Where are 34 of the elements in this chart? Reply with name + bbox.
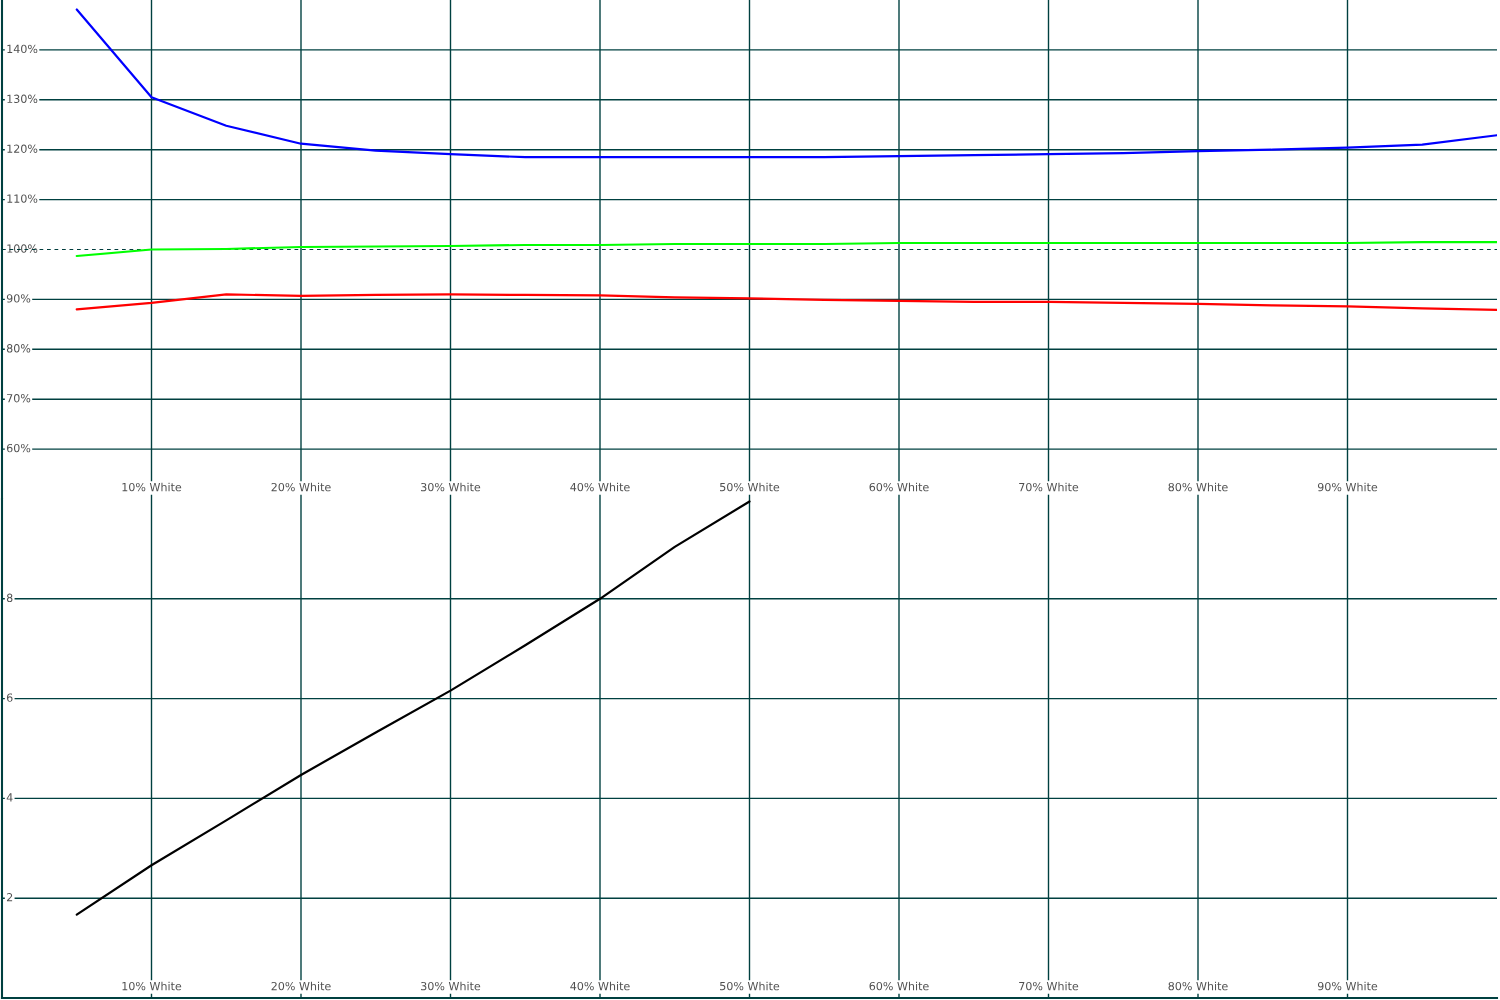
y-tick-label: 120%: [7, 144, 38, 153]
x-tick-label: 20% White: [271, 482, 331, 492]
y-tick-label: 90%: [6, 294, 31, 303]
y-tick-label: 4: [6, 793, 13, 802]
x-tick-label: 10% White: [122, 482, 182, 492]
y-tick-label: 130%: [7, 94, 38, 104]
x-tick-label: 70% White: [1019, 482, 1079, 492]
y-tick-label: 8: [6, 593, 13, 603]
x-tick-label: 30% White: [421, 482, 481, 492]
x-tick-label: 30% White: [421, 981, 481, 991]
y-tick-label: 2: [6, 893, 13, 902]
y-tick-label: 110%: [7, 194, 38, 203]
y-tick-label: 6: [6, 693, 13, 702]
x-tick-label: 10% White: [122, 981, 182, 991]
x-tick-label: 90% White: [1317, 482, 1378, 492]
x-tick-label: 80% White: [1168, 981, 1228, 991]
x-tick-label: 60% White: [869, 981, 929, 991]
x-tick-label: 90% White: [1317, 981, 1378, 991]
line-series: [75, 240, 1497, 258]
line-series: [75, 500, 751, 916]
y-tick-label: 70%: [7, 394, 31, 403]
y-tick-label: 140%: [7, 44, 38, 54]
x-tick-label: 40% White: [570, 981, 630, 991]
x-tick-label: 80% White: [1168, 482, 1228, 492]
line-series: [75, 293, 1497, 311]
x-tick-label: 60% White: [869, 482, 929, 492]
x-tick-label: 20% White: [271, 981, 331, 991]
x-tick-label: 50% White: [720, 482, 780, 492]
x-tick-label: 70% White: [1019, 981, 1079, 991]
y-tick-label: 60%: [6, 443, 31, 453]
y-tick-label: 80%: [6, 344, 31, 353]
x-tick-label: 50% White: [720, 981, 780, 991]
x-tick-label: 40% White: [570, 482, 630, 492]
line-series: [75, 8, 1497, 159]
